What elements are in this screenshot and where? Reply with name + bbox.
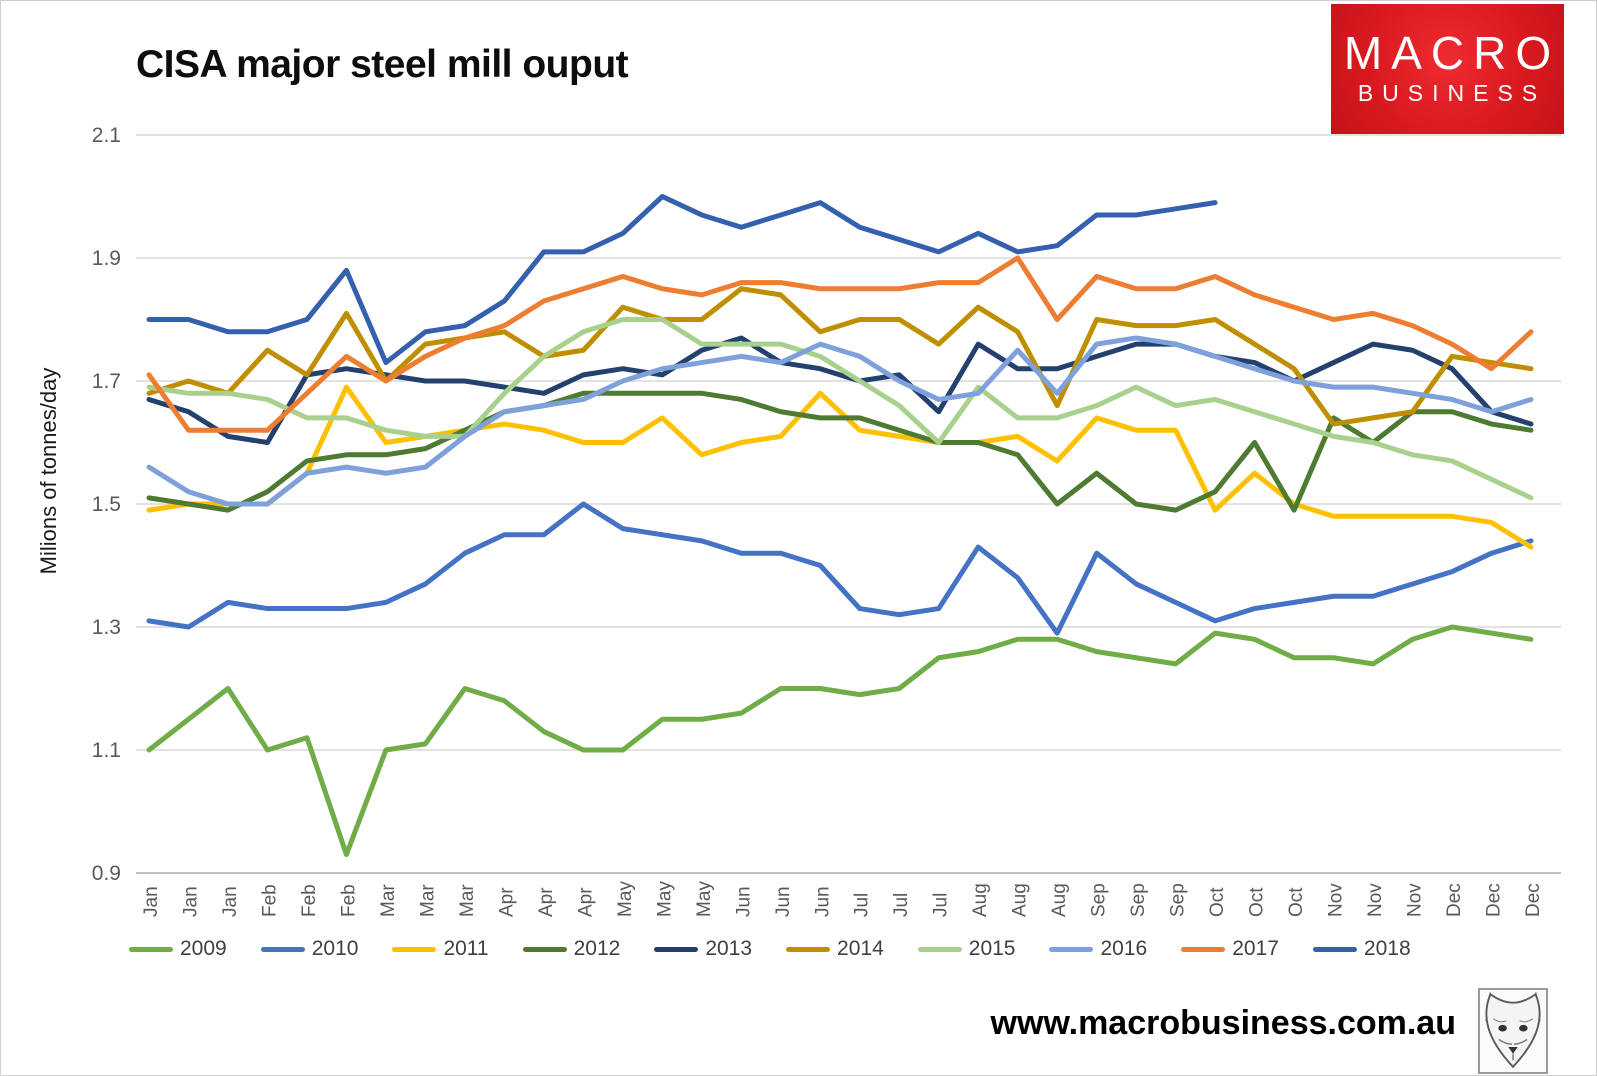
legend-swatch-2011 [392,946,437,952]
series-line-2013 [146,335,1534,445]
legend-item-2012: 2012 [522,937,621,961]
x-tick-26-Sep: Sep [1168,883,1189,917]
x-tick-16-Jun: Jun [773,886,794,917]
legend-item-2017: 2017 [1181,937,1279,961]
series-line-2014 [146,286,1534,427]
x-tick-14-May: May [694,881,715,917]
y-tick-1.1: 1.1 [92,739,121,762]
y-tick-1.5: 1.5 [92,493,121,516]
legend-swatch-2016 [1049,946,1094,952]
x-tick-33-Dec: Dec [1444,883,1465,917]
x-tick-19-Jul: Jul [891,893,912,917]
series-line-2018 [146,194,1218,366]
x-tick-6-Mar: Mar [378,884,399,917]
macrobusiness-logo: MACRO BUSINESS [1331,4,1564,134]
legend-swatch-2017 [1181,946,1226,952]
x-tick-5-Feb: Feb [338,884,359,917]
legend-swatch-2009 [129,946,173,952]
x-tick-20-Jul: Jul [931,893,952,917]
y-tick-1.7: 1.7 [92,370,121,393]
legend-item-2016: 2016 [1049,937,1147,961]
x-tick-24-Sep: Sep [1089,883,1110,917]
series-line-2017 [146,255,1534,433]
legend-label-2013: 2013 [705,937,753,960]
chart-legend: 2009 2010 2011 2012 2013 2014 2015 2016 2017 2018 [129,937,1411,961]
series-line-2012 [146,390,1534,513]
series-line-2015 [146,317,1534,501]
x-tick-11-Apr: Apr [575,887,596,917]
legend-item-2009: 2009 [129,937,227,961]
legend-label-2014: 2014 [837,937,884,960]
x-tick-12-May: May [615,881,636,917]
x-tick-2-Jan: Jan [220,886,241,917]
legend-item-2018: 2018 [1312,937,1411,961]
x-tick-35-Dec: Dec [1523,883,1544,917]
x-tick-0-Jan: Jan [141,886,162,917]
x-tick-13-May: May [654,881,675,917]
legend-label-2017: 2017 [1232,937,1279,960]
legend-swatch-2013 [654,946,699,952]
x-tick-3-Feb: Feb [259,884,280,917]
legend-item-2011: 2011 [392,937,489,961]
x-tick-10-Apr: Apr [536,887,557,917]
x-tick-15-Jun: Jun [733,886,754,917]
fox-logo [1478,988,1548,1074]
x-tick-22-Aug: Aug [1010,883,1031,917]
legend-swatch-2015 [917,946,962,952]
x-tick-23-Aug: Aug [1049,883,1070,917]
legend-item-2015: 2015 [917,937,1016,961]
x-tick-1-Jan: Jan [180,886,201,917]
logo-text-business: BUSINESS [1357,80,1547,106]
x-tick-29-Oct: Oct [1286,887,1307,917]
legend-swatch-2018 [1312,946,1357,952]
x-tick-9-Apr: Apr [496,887,517,917]
x-tick-30-Nov: Nov [1326,883,1347,917]
x-tick-4-Feb: Feb [299,884,320,917]
series-line-2011 [146,384,1534,550]
fox-head-icon [1485,991,1541,1069]
legend-item-2014: 2014 [786,937,884,961]
x-tick-18-Jul: Jul [852,893,873,917]
x-tick-27-Oct: Oct [1207,887,1228,917]
x-tick-7-Mar: Mar [417,884,438,917]
series-line-2016 [146,335,1534,507]
legend-label-2015: 2015 [968,937,1016,960]
legend-label-2011: 2011 [443,937,489,960]
legend-label-2009: 2009 [180,937,227,960]
x-tick-31-Nov: Nov [1365,883,1386,917]
x-tick-17-Jun: Jun [812,886,833,917]
legend-label-2010: 2010 [311,937,359,960]
legend-swatch-2012 [522,946,567,952]
y-tick-2.1: 2.1 [92,124,121,147]
series-line-2010 [146,501,1534,636]
legend-label-2016: 2016 [1100,937,1148,960]
x-tick-32-Nov: Nov [1405,883,1426,917]
legend-label-2018: 2018 [1363,937,1411,960]
legend-item-2010: 2010 [260,937,359,961]
x-tick-34-Dec: Dec [1484,883,1505,917]
footer-url: www.macrobusiness.com.au [990,1004,1456,1042]
x-tick-8-Mar: Mar [457,884,478,917]
x-tick-21-Aug: Aug [970,883,991,917]
series-line-2009 [146,624,1534,858]
legend-swatch-2014 [786,946,831,952]
legend-label-2012: 2012 [573,937,621,960]
y-tick-1.9: 1.9 [92,247,121,270]
y-tick-0.9: 0.9 [92,862,121,885]
y-tick-1.3: 1.3 [92,616,121,639]
chart-title: CISA major steel mill ouput [136,43,629,86]
x-tick-28-Oct: Oct [1247,887,1268,917]
legend-item-2013: 2013 [654,937,752,961]
x-tick-25-Sep: Sep [1128,883,1149,917]
legend-swatch-2010 [260,946,305,952]
y-axis-title: Milions of tonnes/day [36,368,61,575]
logo-text-macro: MACRO [1343,27,1561,79]
